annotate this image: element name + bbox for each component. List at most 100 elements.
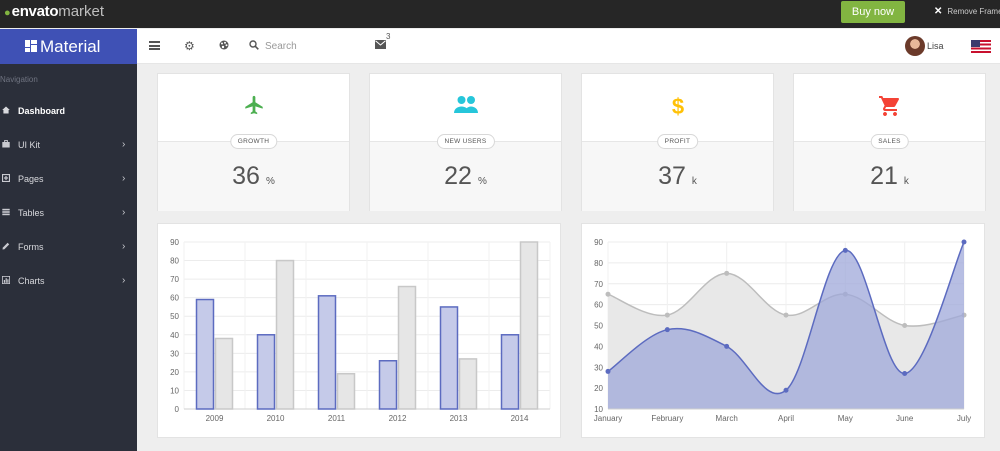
y-tick-label: 30: [594, 363, 603, 372]
data-point: [783, 387, 789, 393]
bar: [397, 285, 417, 410]
data-point: [664, 327, 670, 333]
x-tick-label: 2011: [328, 414, 346, 423]
sidebar-item-charts[interactable]: Charts ›: [0, 272, 137, 292]
bar-chart: 0 10 20 30 40 50 60 70 80 90 2009 2010 2011 2012 2013 2…: [170, 238, 551, 423]
remove-frame-label: Remove Frame: [947, 7, 1000, 16]
x-tick-label: January: [594, 414, 622, 423]
sidebar-item-dashboard[interactable]: Dashboard: [0, 102, 137, 122]
search-input[interactable]: [265, 39, 365, 53]
airplane-icon: [244, 95, 263, 115]
mail-icon[interactable]: [375, 40, 386, 49]
envato-logo[interactable]: ●envatomarket: [4, 3, 105, 20]
sidebar-item-tables[interactable]: Tables ›: [0, 204, 137, 224]
y-tick-label: 80: [594, 259, 603, 268]
sidebar-item-ui-kit[interactable]: UI Kit ›: [0, 136, 137, 156]
bar: [519, 241, 539, 410]
palette-icon[interactable]: [219, 40, 229, 50]
sidebar-item-forms[interactable]: Forms ›: [0, 238, 137, 258]
close-icon: ✕: [934, 6, 943, 17]
sidebar-item-label: Forms: [18, 242, 44, 252]
x-tick-label: April: [778, 414, 794, 423]
y-tick-label: 90: [594, 238, 603, 247]
x-tick-label: 2014: [511, 414, 529, 423]
menu-icon[interactable]: [149, 41, 160, 50]
y-tick-label: 30: [170, 349, 179, 358]
bar: [378, 360, 398, 410]
briefcase-icon: [2, 140, 10, 148]
bar: [500, 334, 520, 410]
data-point: [724, 270, 730, 276]
user-name[interactable]: Lisa: [927, 41, 944, 51]
stat-label: GROWTH: [229, 134, 278, 149]
x-tick-label: July: [957, 414, 971, 423]
stat-label: PROFIT: [656, 134, 699, 149]
chevron-right-icon: ›: [122, 139, 126, 150]
bar: [214, 337, 234, 410]
area-chart-panel: 10 20 30 40 50 60 70 80 90 January February March Ap…: [581, 223, 985, 438]
us-flag-icon[interactable]: [971, 40, 991, 53]
data-point: [664, 312, 670, 318]
bar: [439, 306, 459, 410]
home-icon: [2, 106, 10, 114]
sidebar-item-label: Tables: [18, 208, 45, 218]
app-header: ⚙ 3 Lisa: [137, 29, 1000, 64]
data-point: [605, 368, 611, 374]
x-tick-label: 2009: [206, 414, 224, 423]
brand-header[interactable]: Material: [0, 29, 137, 64]
stat-value: 21 k: [870, 162, 909, 190]
mail-count-badge: 3: [386, 32, 391, 41]
y-tick-label: 40: [594, 342, 603, 351]
y-tick-label: 60: [594, 301, 603, 310]
y-tick-label: 80: [170, 257, 179, 266]
stat-card-growth: GROWTH 36%: [157, 73, 350, 211]
pages-icon: [2, 174, 10, 182]
stat-label: SALES: [870, 134, 909, 149]
y-tick-label: 70: [594, 280, 603, 289]
sidebar-item-pages[interactable]: Pages ›: [0, 170, 137, 190]
avatar[interactable]: [905, 36, 925, 56]
data-point: [902, 323, 908, 328]
y-tick-label: 40: [170, 331, 179, 340]
series-area: [608, 242, 964, 409]
stat-card-new-users: NEW USERS 22%: [369, 73, 562, 211]
sidebar: Navigation Dashboard UI Kit › Pages › Ta…: [0, 64, 137, 451]
table-icon: [2, 208, 10, 216]
area-chart: 10 20 30 40 50 60 70 80 90 January February March Ap…: [594, 238, 971, 423]
stat-value: 36%: [232, 162, 275, 190]
sidebar-item-label: Charts: [18, 276, 45, 286]
chevron-right-icon: ›: [122, 207, 126, 218]
buy-now-button[interactable]: Buy now: [841, 1, 905, 23]
users-icon: [453, 96, 478, 113]
chart-icon: [2, 276, 10, 284]
stat-card-profit: $ PROFIT 37 k: [581, 73, 774, 211]
data-point: [724, 343, 730, 349]
bar-chart-panel: 0 10 20 30 40 50 60 70 80 90 2009 2010 2011 2012 2013 2…: [157, 223, 561, 438]
brand-title: Material: [40, 37, 101, 56]
y-tick-label: 20: [170, 368, 179, 377]
gear-icon[interactable]: ⚙: [184, 39, 195, 53]
chevron-right-icon: ›: [122, 275, 126, 286]
y-tick-label: 90: [170, 238, 179, 247]
sidebar-item-label: Pages: [18, 174, 44, 184]
data-point: [961, 239, 967, 245]
data-point: [783, 312, 789, 318]
nav-heading: Navigation: [0, 75, 38, 84]
y-tick-label: 50: [170, 312, 179, 321]
bar: [458, 358, 478, 410]
remove-frame-link[interactable]: ✕ Remove Frame: [934, 6, 1000, 17]
y-tick-label: 50: [594, 322, 603, 331]
x-tick-label: June: [896, 414, 914, 423]
stat-label: NEW USERS: [436, 134, 495, 149]
bar: [195, 298, 215, 410]
x-tick-label: March: [716, 414, 738, 423]
sidebar-item-label: Dashboard: [18, 106, 66, 116]
chevron-right-icon: ›: [122, 241, 126, 252]
y-tick-label: 70: [170, 275, 179, 284]
cart-icon: [878, 96, 899, 116]
bar: [275, 259, 295, 410]
x-tick-label: May: [838, 414, 853, 423]
y-tick-label: 20: [594, 384, 603, 393]
stat-value: 37 k: [658, 162, 697, 190]
leaf-icon: ●: [4, 7, 11, 19]
